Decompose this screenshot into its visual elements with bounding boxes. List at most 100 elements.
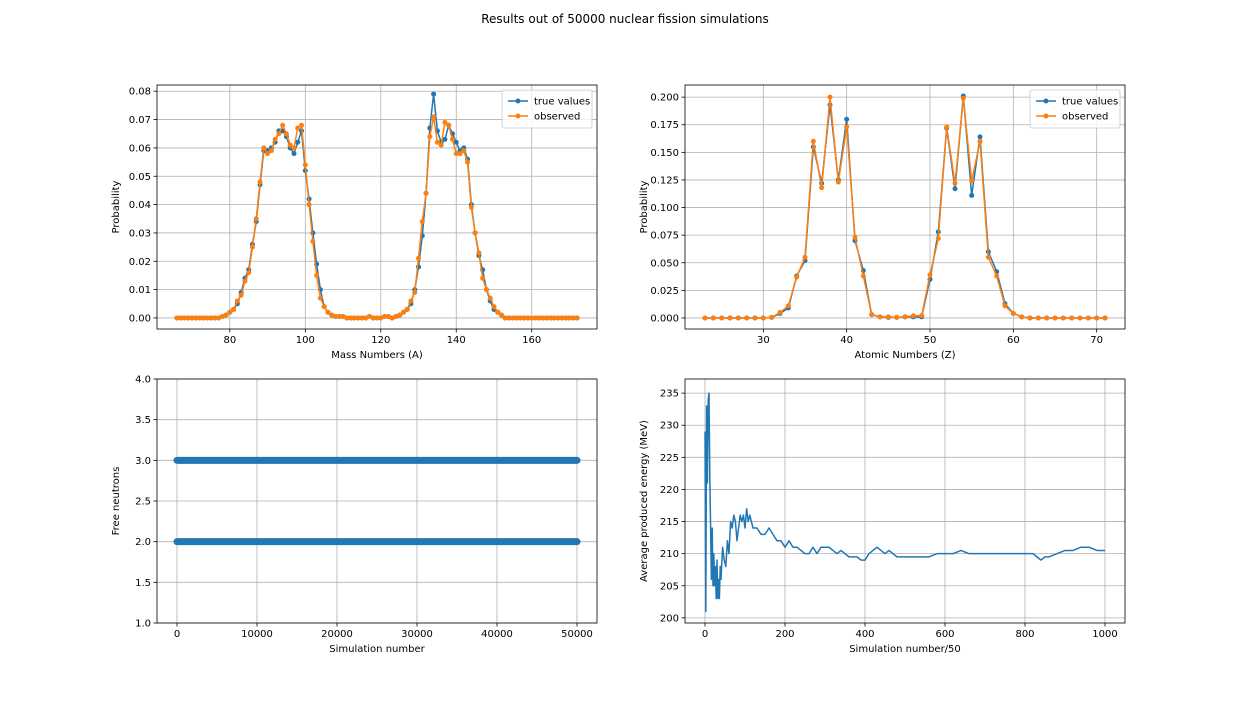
legend-marker <box>515 98 521 104</box>
x-tick-label: 50 <box>924 335 937 346</box>
figure-title: Results out of 50000 nuclear fission sim… <box>481 12 769 26</box>
series-marker <box>280 122 286 128</box>
series-marker <box>197 315 203 321</box>
y-tick-label: 215 <box>660 517 679 528</box>
series-marker <box>977 138 983 144</box>
plot-area <box>174 91 580 321</box>
y-tick-label: 0.200 <box>650 93 679 104</box>
y-tick-label: 2.0 <box>135 537 151 548</box>
series-marker <box>844 124 850 130</box>
series-marker <box>287 142 293 148</box>
series-marker <box>495 309 501 315</box>
y-tick-label: 0.025 <box>650 286 679 297</box>
legend-box <box>501 89 593 129</box>
y-tick-label: 0.000 <box>650 313 679 324</box>
series-marker <box>860 273 866 279</box>
series-marker <box>551 315 557 321</box>
y-tick-label: 220 <box>660 485 679 496</box>
series-marker <box>844 116 850 122</box>
series-marker <box>216 315 222 321</box>
series-marker <box>1044 315 1050 321</box>
series-marker <box>769 314 775 320</box>
y-tick-label: 1.5 <box>135 578 151 589</box>
x-tick-label: 30000 <box>401 629 433 640</box>
legend-marker <box>515 113 521 119</box>
series-marker <box>249 244 255 250</box>
series-marker <box>174 315 180 321</box>
series-marker <box>480 275 486 281</box>
series-marker <box>727 315 733 321</box>
x-tick-label: 1000 <box>1092 629 1117 640</box>
series-marker <box>366 314 372 320</box>
series-marker <box>446 122 452 128</box>
series-marker <box>234 298 240 304</box>
y-tick-label: 0.06 <box>129 143 151 154</box>
series-marker <box>185 315 191 321</box>
series-marker <box>348 315 354 321</box>
series-marker <box>374 315 380 321</box>
y-tick-label: 0.08 <box>129 87 151 98</box>
x-tick-label: 160 <box>522 335 541 346</box>
y-tick-label: 0.150 <box>650 148 679 159</box>
y-tick-label: 205 <box>660 581 679 592</box>
series-marker <box>514 315 520 321</box>
series-marker <box>525 315 531 321</box>
series-marker <box>363 315 369 321</box>
y-tick-label: 0.03 <box>129 228 151 239</box>
series-marker <box>204 315 210 321</box>
axes-frame <box>156 378 598 624</box>
series-marker <box>969 192 975 198</box>
series-marker <box>246 270 252 276</box>
series-marker <box>431 91 437 97</box>
series-marker <box>985 254 991 260</box>
series-marker <box>1010 311 1016 317</box>
series-marker <box>735 315 741 321</box>
series-marker <box>468 204 474 210</box>
y-tick-label: 0.00 <box>129 313 151 324</box>
legend-label: true values <box>534 97 590 108</box>
x-tick-label: 400 <box>855 629 874 640</box>
series-marker <box>423 190 429 196</box>
series-marker <box>442 136 448 142</box>
series-marker <box>416 255 422 261</box>
series-marker <box>291 151 297 157</box>
series-marker <box>253 216 259 222</box>
series-marker <box>536 315 542 321</box>
series-marker <box>1085 315 1091 321</box>
series-marker <box>219 314 225 320</box>
series-marker <box>257 179 263 185</box>
series-marker <box>506 315 512 321</box>
y-axis-label: Free neutrons <box>111 467 122 536</box>
series-marker <box>483 287 489 293</box>
series-marker <box>919 313 925 319</box>
series-marker <box>994 273 1000 279</box>
series-marker <box>332 314 338 320</box>
y-tick-label: 0.07 <box>129 115 151 126</box>
legend-label: true values <box>1062 97 1118 108</box>
x-tick-label: 800 <box>1015 629 1034 640</box>
series-marker <box>310 238 316 244</box>
x-tick-label: 600 <box>935 629 954 640</box>
x-axis-label: Simulation number/50 <box>849 644 961 655</box>
series-marker <box>295 125 301 131</box>
y-tick-label: 0.050 <box>650 258 679 269</box>
series-marker <box>944 124 950 130</box>
y-tick-label: 0.01 <box>129 285 151 296</box>
series-marker <box>977 134 983 140</box>
series-marker <box>431 114 437 120</box>
plot-area <box>173 456 581 546</box>
series-marker <box>877 314 883 320</box>
series-marker <box>529 315 535 321</box>
series-marker <box>325 309 331 315</box>
series-marker <box>295 139 301 145</box>
x-tick-label: 80 <box>223 335 236 346</box>
series-marker <box>453 151 459 157</box>
series-marker <box>952 180 958 186</box>
series-marker <box>336 314 342 320</box>
x-tick-label: 20000 <box>321 629 353 640</box>
y-tick-label: 0.05 <box>129 172 151 183</box>
series-marker <box>465 159 471 165</box>
series-marker <box>182 315 188 321</box>
series-marker <box>400 309 406 315</box>
legend-box <box>1029 89 1121 129</box>
